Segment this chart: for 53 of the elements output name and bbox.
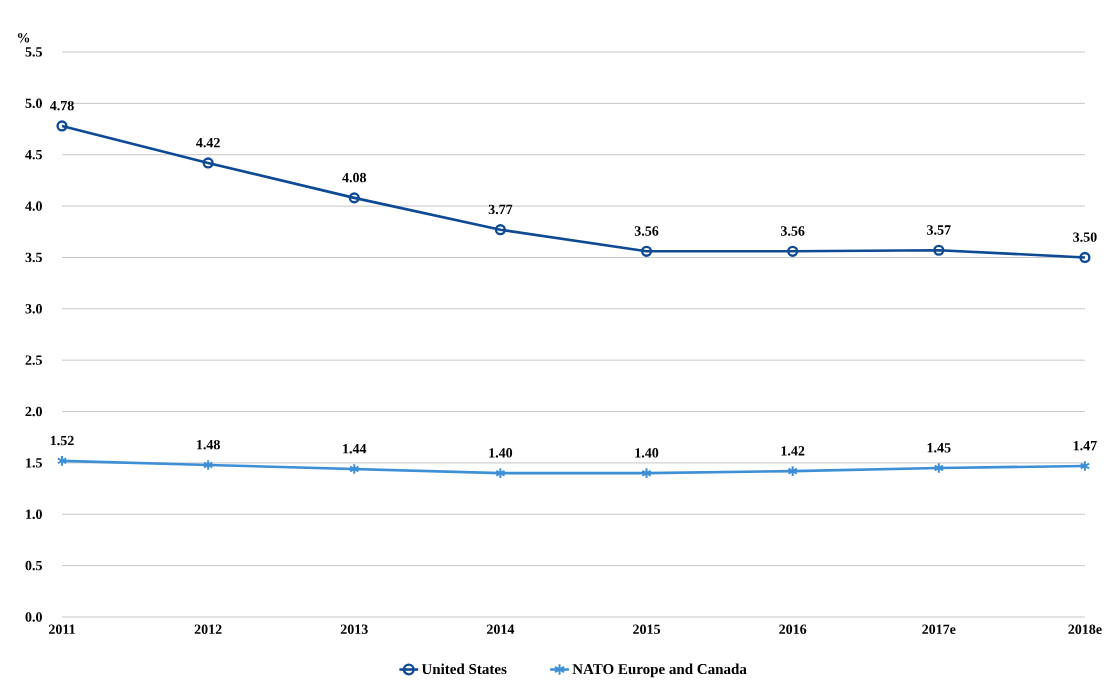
legend-label: United States bbox=[421, 663, 507, 675]
x-tick-label: 2016 bbox=[779, 624, 807, 634]
point bbox=[787, 245, 799, 257]
y-tick-label: 4.5 bbox=[25, 150, 42, 160]
x-tick-label: 2013 bbox=[340, 624, 368, 634]
legend-label: NATO Europe and Canada bbox=[572, 663, 747, 678]
point bbox=[56, 455, 68, 467]
x-tick-label: 2014 bbox=[486, 624, 515, 634]
point bbox=[933, 244, 945, 256]
data-label: 1.45 bbox=[927, 443, 951, 453]
data-label: 4.08 bbox=[342, 172, 367, 183]
point bbox=[933, 462, 944, 474]
x-tick-label: 2017e bbox=[922, 624, 956, 634]
y-axis-title: % bbox=[17, 32, 30, 43]
y-tick-label: 3.5 bbox=[25, 252, 42, 263]
point bbox=[494, 224, 507, 236]
data-label: 1.44 bbox=[343, 444, 367, 454]
point bbox=[640, 245, 653, 257]
data-label: 3.57 bbox=[927, 225, 951, 235]
y-tick-label: 0.0 bbox=[25, 612, 42, 622]
data-label: 1.40 bbox=[635, 448, 659, 458]
y-tick-label: 1.0 bbox=[26, 509, 42, 520]
point bbox=[495, 467, 506, 479]
data-label: 3.77 bbox=[488, 204, 513, 215]
point bbox=[348, 192, 360, 204]
y-tick-label: 5.0 bbox=[25, 98, 42, 109]
point bbox=[202, 459, 214, 471]
data-label: 3.56 bbox=[634, 226, 659, 236]
data-label: 1.48 bbox=[197, 439, 220, 450]
data-label: 1.40 bbox=[489, 448, 513, 458]
y-tick-label: 3.0 bbox=[25, 304, 42, 314]
y-tick-label: 0.5 bbox=[25, 560, 42, 571]
point bbox=[641, 467, 652, 479]
data-label: 4.42 bbox=[196, 137, 220, 148]
y-tick-label: 2.5 bbox=[25, 355, 42, 365]
data-label: 1.42 bbox=[781, 446, 805, 456]
x-tick-label: 2018e bbox=[1068, 624, 1102, 634]
data-label: 3.56 bbox=[780, 226, 805, 236]
x-tick-label: 2015 bbox=[633, 624, 661, 634]
point bbox=[202, 157, 214, 169]
x-tick-label: 2011 bbox=[48, 624, 75, 634]
data-label: 4.78 bbox=[49, 100, 74, 111]
point bbox=[349, 463, 360, 475]
y-tick-label: 2.0 bbox=[25, 406, 42, 417]
point bbox=[787, 465, 798, 477]
x-tick-label: 2012 bbox=[194, 624, 222, 634]
data-label: 1.52 bbox=[50, 435, 74, 446]
y-tick-label: 5.5 bbox=[25, 47, 42, 57]
data-label: 1.47 bbox=[1073, 441, 1097, 451]
point bbox=[1079, 460, 1091, 472]
data-label: 3.50 bbox=[1073, 232, 1097, 242]
y-tick-label: 4.0 bbox=[25, 201, 42, 211]
y-tick-label: 1.5 bbox=[26, 458, 42, 468]
